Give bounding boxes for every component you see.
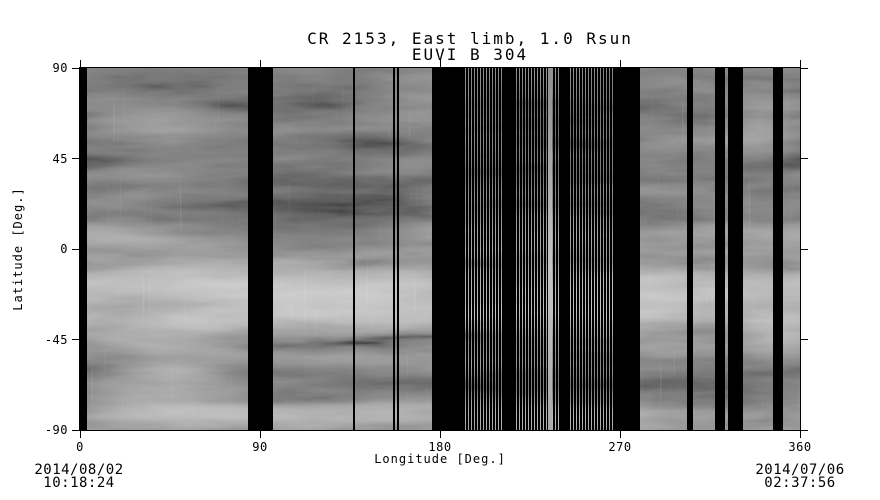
y-axis-tick-left [72,67,79,69]
x-tick-label: 270 [608,440,632,454]
data-gap-stripe [503,68,515,430]
x-axis-tick-top [619,60,621,67]
y-axis-tick-right [801,429,808,431]
y-axis-tick-right [801,339,808,340]
map-bright-region [80,88,260,188]
data-gaps-layer [80,68,800,430]
synoptic-map-plot [79,67,801,431]
data-gap-stripe [80,68,87,430]
start-datetime: 2014/08/02 10:18:24 [24,462,134,491]
y-axis-tick-left [72,339,79,340]
map-bright-region [80,313,280,430]
y-axis-tick-right [801,67,808,69]
data-gap-stripe [353,68,355,430]
exposure-stripe-band [463,68,615,430]
bright-exposure-line [548,68,552,430]
start-date: 2014/08/02 [34,462,124,478]
data-gap-stripe [615,68,640,430]
data-gap-stripe [728,68,743,430]
end-date: 2014/07/06 [755,462,845,478]
x-axis-tick-bottom [259,431,261,438]
chart-subtitle: EUVI B 304 [411,45,529,64]
y-axis-tick-left [72,158,79,159]
x-axis-label: Longitude [Deg.] [374,452,506,466]
data-gap-stripe [560,68,570,430]
x-tick-label: 0 [76,440,84,454]
start-time: 10:18:24 [43,475,115,491]
map-bright-region [110,248,470,348]
data-gap-stripe [248,68,273,430]
data-gap-stripe [715,68,725,430]
y-tick-label: 90 [52,61,68,75]
x-axis-tick-bottom [619,431,621,438]
y-tick-label: -45 [44,332,68,347]
x-axis-tick-bottom [79,431,81,438]
chart-title: CR 2153, East limb, 1.0 Rsun [307,29,633,48]
data-gap-stripe [397,68,399,430]
x-axis-tick-top [799,60,801,67]
x-axis-tick-top [79,60,81,67]
end-time: 02:37:56 [764,475,836,491]
y-axis-tick-right [801,248,808,250]
x-axis-tick-top [439,60,441,67]
y-tick-label: 0 [60,242,68,256]
x-tick-label: 180 [428,440,452,454]
x-tick-label: 360 [788,440,812,454]
y-axis-tick-left [72,429,79,431]
data-gap-stripe [773,68,783,430]
y-axis-tick-left [72,248,79,250]
y-axis-tick-right [801,158,808,159]
data-gap-stripe [432,68,463,430]
data-gap-stripe [393,68,395,430]
x-axis-tick-bottom [439,431,441,438]
x-axis-tick-bottom [799,431,801,438]
x-axis-tick-top [259,60,261,67]
y-tick-label: 45 [52,151,68,166]
data-gap-stripe [687,68,693,430]
x-tick-label: 90 [252,440,268,454]
end-datetime: 2014/07/06 02:37:56 [745,462,855,491]
y-tick-label: -90 [44,423,68,437]
